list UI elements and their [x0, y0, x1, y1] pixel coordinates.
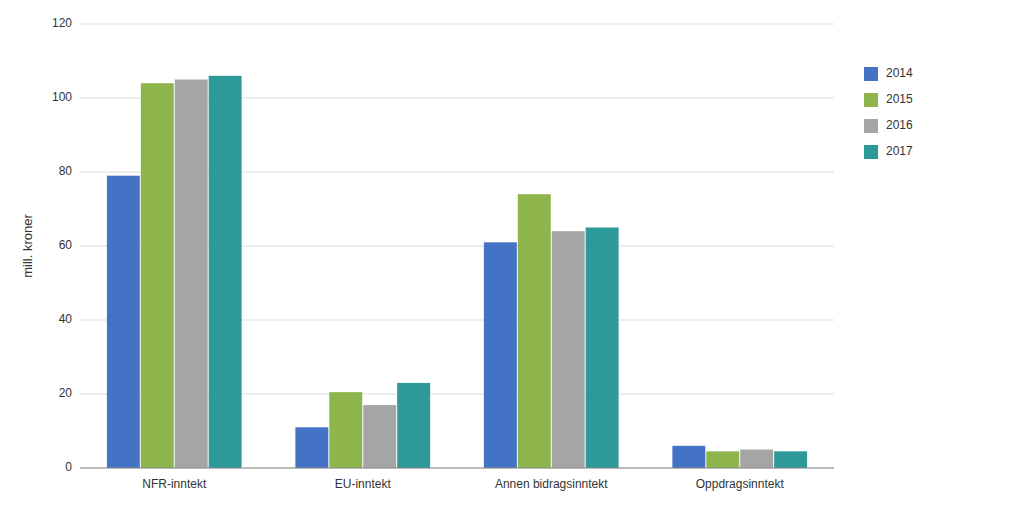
bar [209, 76, 242, 468]
legend-label: 2015 [886, 92, 913, 106]
legend-swatch [864, 93, 878, 107]
x-tick-label: EU-inntekt [335, 477, 392, 491]
bar [363, 405, 396, 468]
y-tick-label: 0 [65, 460, 72, 474]
bar [774, 451, 807, 468]
legend-swatch [864, 145, 878, 159]
y-tick-label: 80 [59, 164, 73, 178]
bar [329, 392, 362, 468]
bar [586, 228, 619, 469]
bar [397, 383, 430, 468]
bar [107, 176, 140, 468]
y-tick-label: 60 [59, 238, 73, 252]
bar [518, 194, 551, 468]
y-tick-label: 20 [59, 386, 73, 400]
bar [740, 450, 773, 469]
legend-swatch [864, 67, 878, 81]
y-axis-label: mill. kroner [20, 214, 35, 278]
grid-line [80, 24, 834, 25]
bar [141, 83, 174, 468]
bar [484, 242, 517, 468]
chart: 0 20 40 60 80 100 120 mill. kroner NFR-inntekt EU… [0, 0, 1024, 528]
bars [107, 76, 807, 468]
x-axis: NFR-inntekt EU-inntekt Annen bidragsinntek… [80, 468, 834, 491]
legend-label: 2014 [886, 66, 913, 80]
bar [295, 427, 328, 468]
legend-label: 2016 [886, 118, 913, 132]
y-tick-label: 100 [52, 90, 72, 104]
x-tick-label: NFR-inntekt [142, 477, 207, 491]
bar [552, 231, 585, 468]
y-tick-label: 120 [52, 16, 72, 30]
y-tick-label: 40 [59, 312, 73, 326]
legend: 2014 2015 2016 2017 [864, 66, 913, 159]
x-tick-label: Oppdragsinntekt [696, 477, 785, 491]
y-axis: 0 20 40 60 80 100 120 [52, 16, 72, 474]
bar [175, 80, 208, 469]
x-tick-label: Annen bidragsinntekt [495, 477, 608, 491]
legend-swatch [864, 119, 878, 133]
grid [80, 24, 834, 468]
x-axis-line [80, 468, 834, 469]
grid-line [80, 468, 834, 469]
legend-label: 2017 [886, 144, 913, 158]
bar [672, 446, 705, 468]
bar [706, 451, 739, 468]
chart-container: 0 20 40 60 80 100 120 mill. kroner NFR-inntekt EU… [0, 0, 1024, 528]
